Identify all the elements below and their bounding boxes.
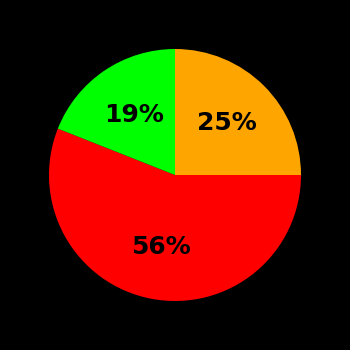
Wedge shape [58,49,175,175]
Wedge shape [175,49,301,175]
Text: 56%: 56% [132,235,191,259]
Text: 19%: 19% [104,103,164,127]
Wedge shape [49,128,301,301]
Text: 25%: 25% [197,111,257,135]
